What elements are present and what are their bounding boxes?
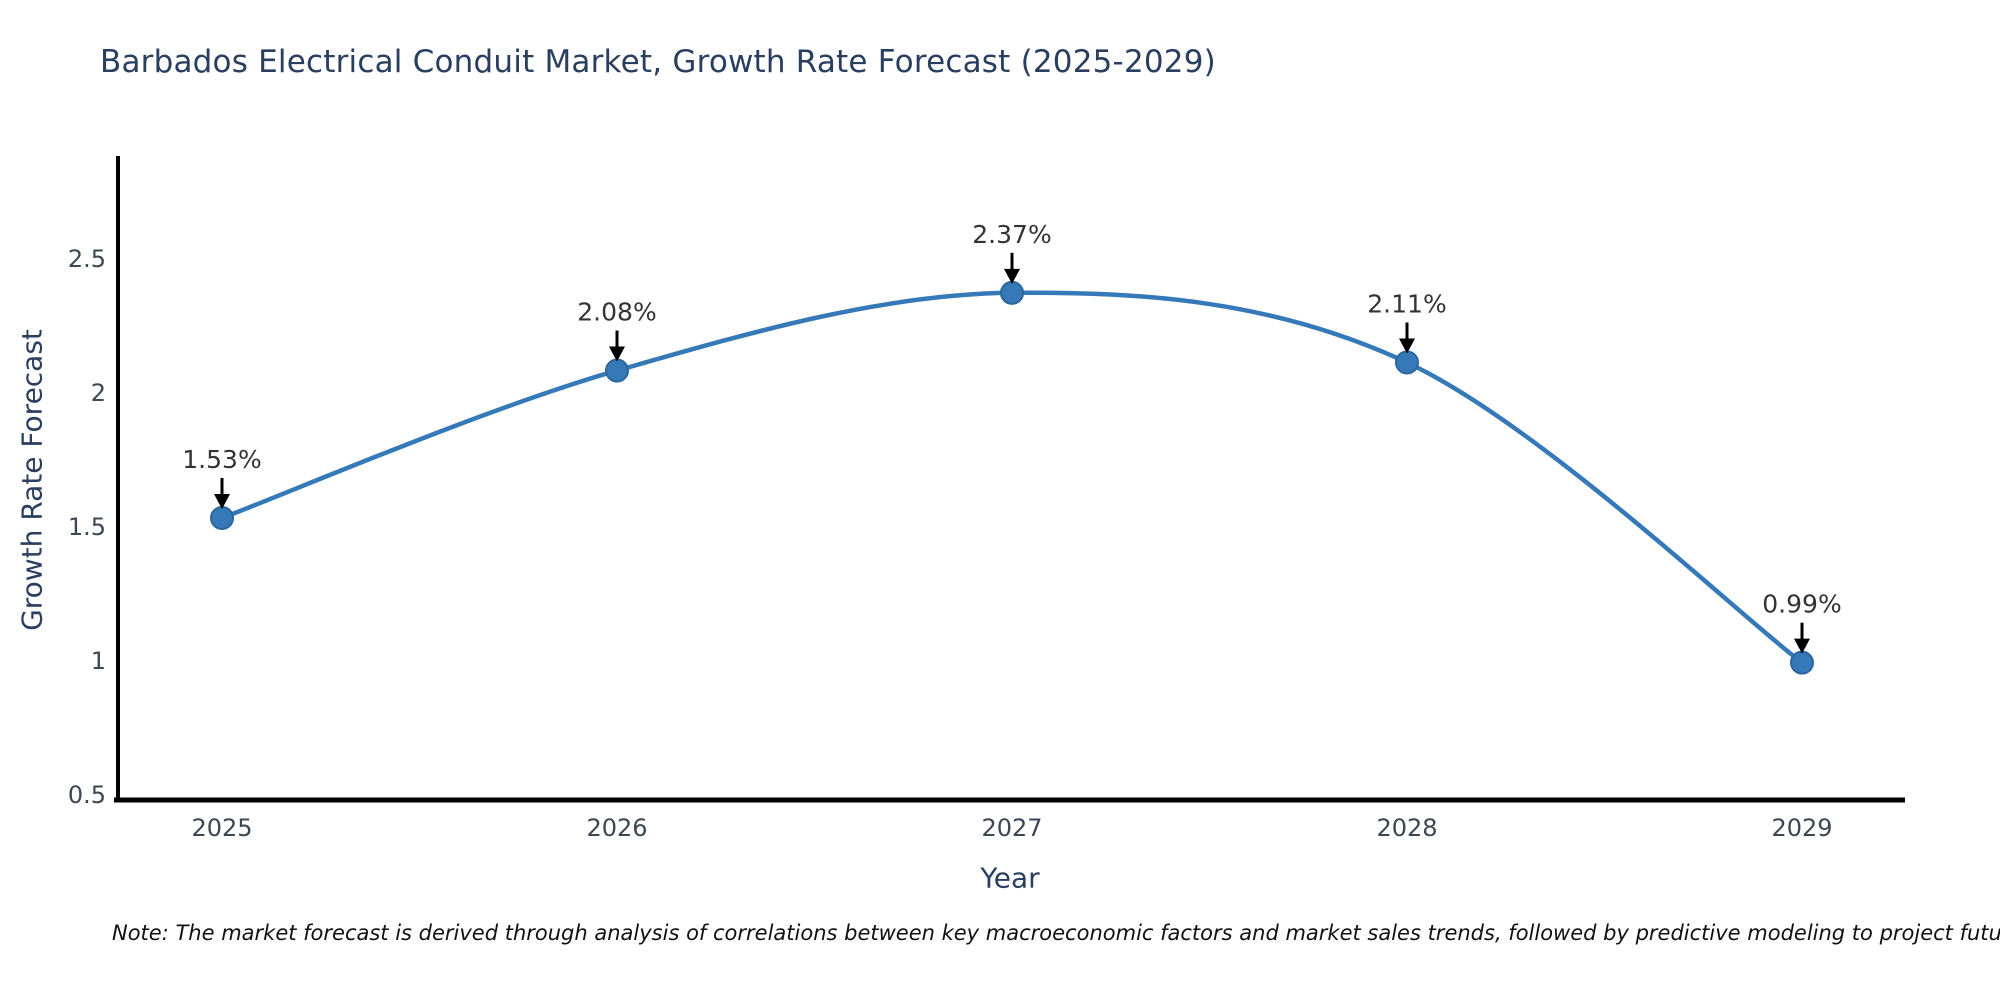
y-tick-label: 1 (91, 647, 106, 675)
y-tick-label: 2 (91, 379, 106, 407)
point-value-label: 2.08% (577, 298, 656, 327)
footnote: Note: The market forecast is derived thr… (112, 921, 2000, 945)
y-tick-label: 1.5 (68, 513, 106, 541)
point-value-label: 0.99% (1762, 590, 1841, 619)
annotation-arrowhead (1399, 338, 1415, 354)
data-point (605, 358, 629, 383)
x-axis-title: Year (980, 861, 1040, 895)
point-value-label: 1.53% (182, 445, 261, 474)
data-point (1000, 280, 1024, 305)
point-value-label: 2.11% (1367, 290, 1446, 319)
annotation-arrowhead (609, 346, 625, 362)
data-point (1790, 650, 1814, 675)
x-tick-label: 2025 (191, 814, 252, 842)
annotation-arrowhead (1794, 638, 1810, 654)
x-tick-label: 2029 (1771, 814, 1832, 842)
annotation-arrowhead (214, 493, 230, 509)
y-tick-label: 2.5 (68, 245, 106, 273)
chart-title: Barbados Electrical Conduit Market, Grow… (100, 44, 1216, 80)
annotation-arrowhead (1004, 268, 1020, 284)
x-tick-label: 2028 (1376, 814, 1437, 842)
forecast-line (219, 290, 1805, 665)
y-tick-label: 0.5 (68, 781, 106, 809)
x-tick-label: 2027 (981, 814, 1042, 842)
data-point (210, 505, 234, 530)
x-tick-label: 2026 (586, 814, 647, 842)
data-point (1395, 350, 1419, 375)
point-value-label: 2.37% (972, 220, 1051, 249)
